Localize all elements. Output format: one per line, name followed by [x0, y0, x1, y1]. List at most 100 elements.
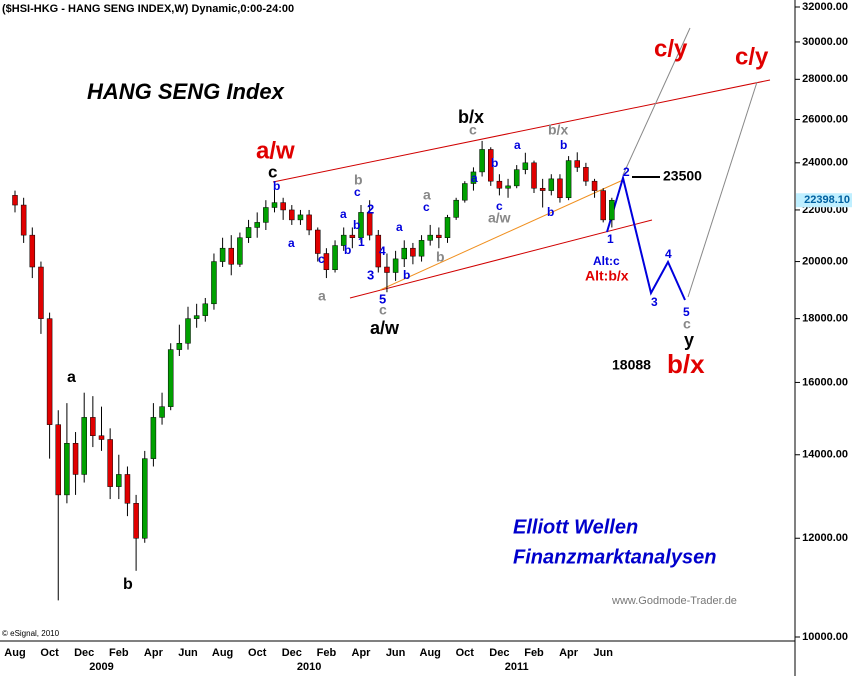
x-tick-label: Oct	[456, 647, 475, 659]
trend-line	[272, 79, 771, 183]
x-tick-label: Oct	[248, 647, 267, 659]
candle-body	[81, 417, 87, 475]
x-tick-label: Oct	[40, 647, 59, 659]
y-tick-label: 16000.00	[802, 376, 848, 388]
wave-label: b	[123, 576, 133, 593]
candle-body	[237, 237, 243, 265]
wave-label: 5	[683, 305, 690, 319]
wave-label: a	[67, 369, 76, 386]
x-tick-label: Apr	[559, 647, 579, 659]
y-tick-label: 30000.00	[802, 36, 848, 48]
x-tick-label: Feb	[109, 647, 129, 659]
wave-label: 1	[358, 235, 365, 249]
candle-body	[228, 247, 234, 265]
candle-body	[202, 303, 209, 316]
candle-body	[167, 349, 174, 407]
candle-body	[133, 503, 139, 539]
candle-body	[513, 169, 520, 187]
trend-line	[379, 179, 624, 291]
wave-label: 18088	[612, 357, 651, 373]
candle-body	[444, 217, 451, 238]
wave-label: 4	[665, 247, 672, 261]
website: www.Godmode-Trader.de	[611, 595, 737, 607]
candle-body	[375, 234, 382, 268]
wave-label: a/w	[488, 210, 511, 226]
wave-label: 23500	[663, 168, 702, 184]
candle-body	[211, 261, 217, 305]
candle-body	[124, 474, 131, 504]
wave-label: b/x	[548, 122, 568, 138]
x-tick-label: Aug	[420, 647, 441, 659]
candle-body	[453, 199, 459, 218]
wave-label: b	[491, 156, 498, 170]
candle-body	[159, 406, 165, 418]
candle-body	[306, 214, 312, 231]
candle-body	[176, 343, 183, 350]
wave-label: c	[683, 316, 691, 332]
candle-body	[150, 417, 157, 459]
candle-body	[55, 424, 61, 496]
x-tick-label: Apr	[144, 647, 164, 659]
x-tick-label: Jun	[386, 647, 406, 659]
candle-body	[142, 458, 148, 539]
candle-body	[366, 212, 373, 236]
y-tick-label: 32000.00	[802, 1, 848, 13]
y-tick-label: 24000.00	[802, 157, 848, 169]
candle-body	[531, 162, 537, 189]
candle-body	[410, 247, 416, 257]
candle-body	[185, 318, 191, 344]
projection-line	[687, 81, 758, 298]
candle-body	[263, 207, 269, 223]
candle-body	[98, 435, 105, 440]
candle-body	[254, 222, 260, 228]
brand: Elliott Wellen	[513, 516, 638, 538]
candle-body	[600, 190, 606, 221]
x-tick-label: Dec	[489, 647, 509, 659]
candle-body	[479, 149, 485, 173]
candle-body	[539, 187, 546, 191]
candle-body	[574, 160, 580, 168]
wave-label: c/y	[654, 35, 688, 62]
wave-label: b	[560, 138, 567, 152]
wave-label: c	[354, 185, 361, 199]
wave-label: 2	[367, 201, 374, 216]
wave-label: a	[288, 236, 295, 250]
candle-body	[332, 245, 338, 271]
candle-body	[116, 474, 122, 487]
wave-label: b/x	[667, 349, 705, 379]
candle-body	[522, 162, 529, 170]
y-tick-label: 14000.00	[802, 449, 848, 461]
candle-body	[340, 234, 347, 246]
x-tick-label: Dec	[282, 647, 302, 659]
wave-label: a	[471, 171, 478, 185]
brand: Finanzmarktanalysen	[513, 546, 716, 568]
y-tick-label: 28000.00	[802, 73, 848, 85]
y-tick-label: 20000.00	[802, 255, 848, 267]
wave-label: a/w	[370, 318, 400, 338]
wave-label: Alt:b/x	[585, 268, 629, 284]
wave-label: c	[379, 302, 387, 318]
candle-body	[271, 202, 278, 208]
candle-body	[107, 439, 113, 487]
wave-label: 3	[651, 295, 658, 309]
wave-label: b	[353, 218, 360, 232]
x-tick-label: Dec	[74, 647, 94, 659]
candle-body	[29, 234, 36, 268]
wave-label: c	[268, 162, 277, 181]
wave-label: a	[318, 288, 326, 304]
wave-label: a	[423, 187, 431, 203]
x-tick-label: Apr	[352, 647, 372, 659]
candle-body	[401, 247, 407, 260]
wave-label: b	[344, 243, 351, 257]
wave-label: b	[403, 268, 410, 282]
candle-body	[64, 443, 70, 496]
candle-body	[436, 234, 442, 238]
candle-body	[219, 247, 226, 262]
candle-body	[315, 229, 321, 254]
candle-body	[470, 171, 477, 184]
x-tick-label: Aug	[212, 647, 233, 659]
wave-label: a	[396, 220, 403, 234]
heading: HANG SENG Index	[87, 79, 285, 104]
